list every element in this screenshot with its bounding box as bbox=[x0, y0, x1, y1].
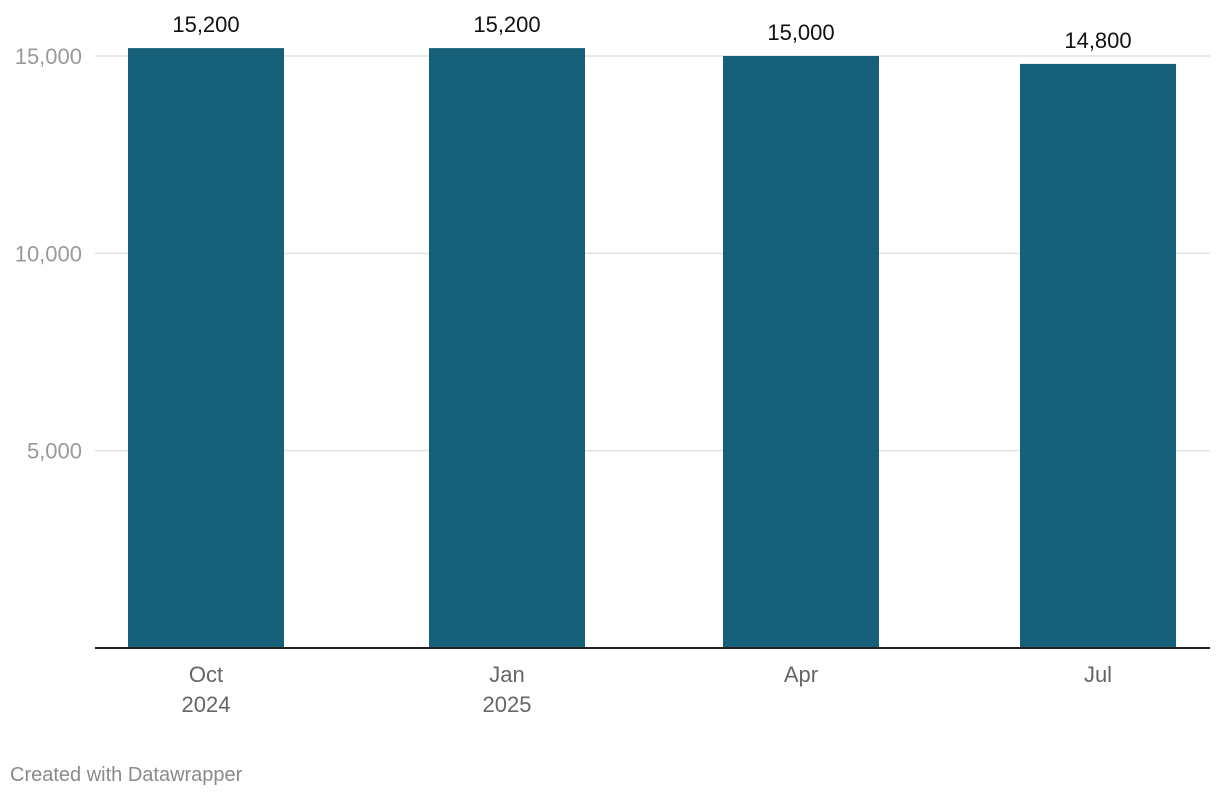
value-label: 15,200 bbox=[473, 12, 540, 37]
bars bbox=[128, 48, 1176, 649]
y-tick-label: 10,000 bbox=[15, 241, 82, 266]
bar bbox=[1020, 63, 1176, 649]
value-label: 15,000 bbox=[767, 20, 834, 45]
value-label: 14,800 bbox=[1064, 28, 1131, 53]
x-tick-sublabel: 2025 bbox=[483, 692, 532, 717]
x-tick-label: Oct bbox=[189, 662, 223, 687]
x-tick-sublabel: 2024 bbox=[182, 692, 231, 717]
bar bbox=[429, 48, 585, 648]
bar bbox=[723, 56, 879, 648]
y-axis-labels: 5,000 10,000 15,000 bbox=[15, 44, 82, 464]
x-tick-label: Apr bbox=[784, 662, 818, 687]
bar bbox=[128, 48, 284, 648]
x-tick-label: Jul bbox=[1084, 662, 1112, 687]
x-tick-label: Jan bbox=[489, 662, 524, 687]
value-label: 15,200 bbox=[172, 12, 239, 37]
credit-text: Created with Datawrapper bbox=[10, 764, 243, 786]
x-axis-labels: Oct 2024 Jan 2025 Apr Jul bbox=[182, 662, 1113, 717]
y-tick-label: 5,000 bbox=[27, 439, 82, 464]
value-labels: 15,200 15,200 15,000 14,800 bbox=[172, 12, 1131, 53]
y-tick-label: 15,000 bbox=[15, 44, 82, 69]
